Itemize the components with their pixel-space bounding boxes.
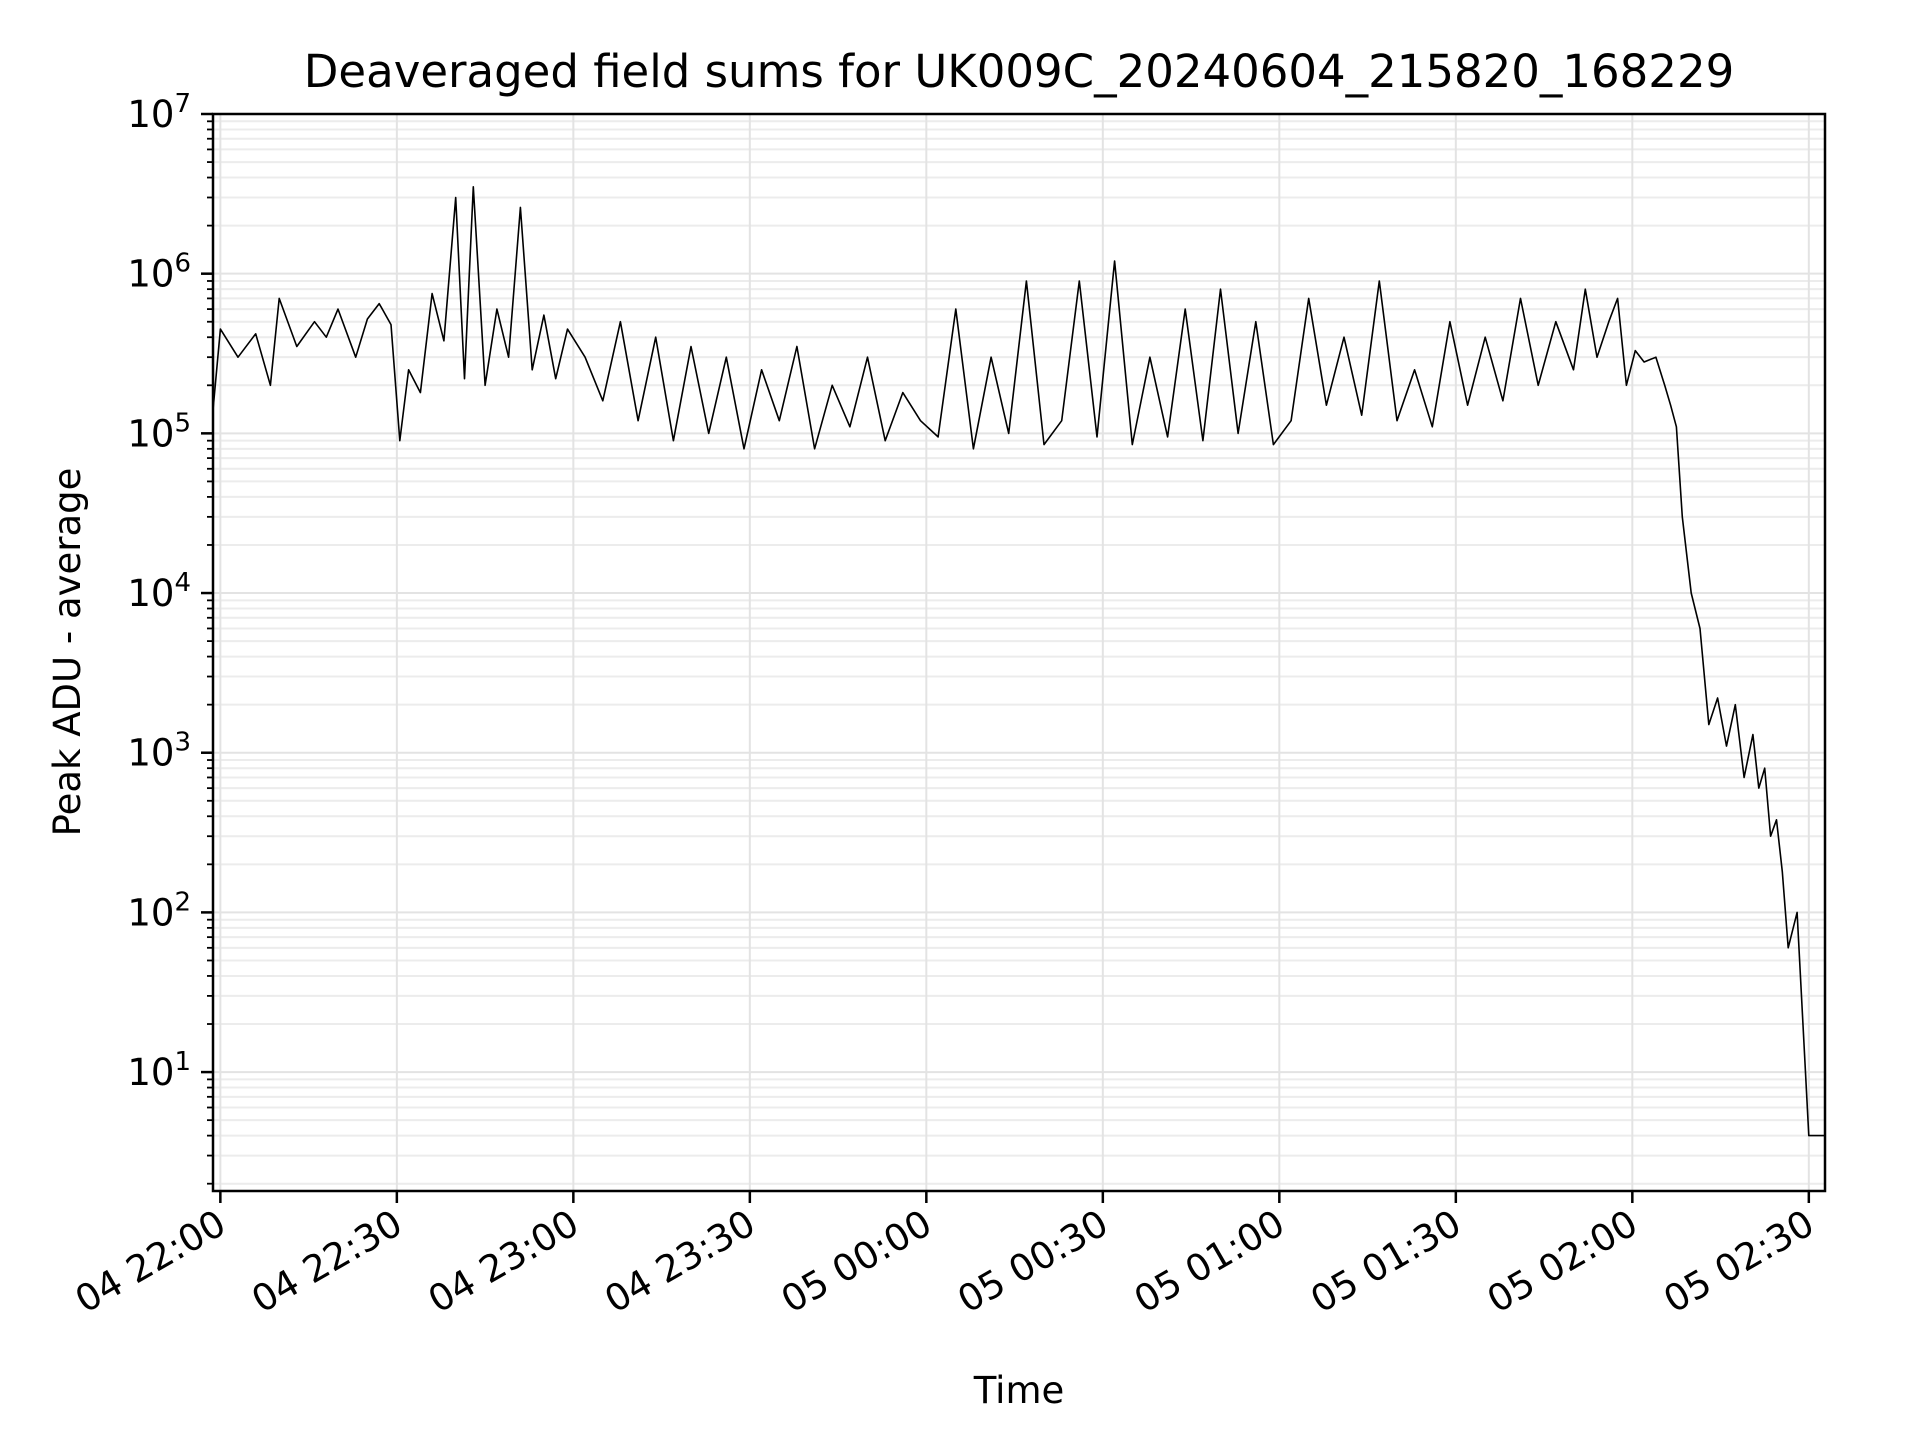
- y-tick-label: 103: [127, 728, 191, 775]
- y-tick-label: 105: [127, 408, 191, 455]
- plot-frame: [211, 112, 1827, 1193]
- y-tick-label: 104: [127, 568, 191, 615]
- y-axis: 101 102 103 104 105 106 107: [127, 89, 213, 1185]
- grid: [213, 113, 1825, 1191]
- y-tick-label: 102: [127, 887, 191, 934]
- x-axis-label: Time: [973, 1369, 1065, 1412]
- series-group: [212, 186, 1825, 1137]
- y-tick-label: 107: [127, 89, 191, 136]
- data-line: [212, 186, 1825, 1137]
- chart-title: Deaveraged field sums for UK009C_2024060…: [304, 45, 1734, 98]
- y-tick-label: 101: [127, 1047, 191, 1094]
- y-tick-label: 106: [127, 249, 191, 296]
- y-axis-label: Peak ADU - average: [46, 468, 89, 837]
